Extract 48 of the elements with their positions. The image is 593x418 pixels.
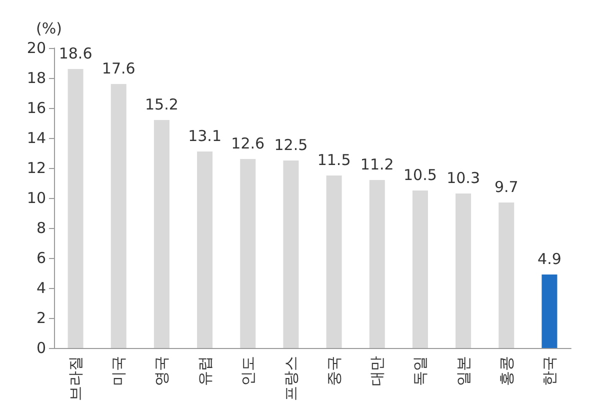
data-label: 11.5 xyxy=(317,151,351,169)
bar xyxy=(412,190,428,348)
bar xyxy=(154,120,170,348)
y-tick-label: 20 xyxy=(26,39,46,57)
data-label: 17.6 xyxy=(102,60,136,78)
bar xyxy=(369,180,385,348)
x-tick-label: 영국 xyxy=(152,356,171,386)
bar xyxy=(68,69,84,348)
bar xyxy=(498,202,514,348)
bar xyxy=(542,274,558,348)
data-label: 10.3 xyxy=(446,169,480,187)
y-tick-label: 2 xyxy=(36,309,46,327)
y-tick-label: 14 xyxy=(26,129,46,147)
x-tick-label: 일본 xyxy=(454,356,472,386)
data-label: 11.2 xyxy=(360,156,394,174)
data-label: 12.5 xyxy=(274,136,308,154)
bar xyxy=(240,159,256,348)
y-tick-label: 4 xyxy=(36,279,46,297)
data-label: 10.5 xyxy=(404,166,437,184)
y-axis-title: (%) xyxy=(36,20,62,38)
y-tick-label: 18 xyxy=(26,69,46,87)
x-tick-label: 독일 xyxy=(411,356,430,386)
bar xyxy=(456,194,472,348)
y-tick-label: 16 xyxy=(26,99,46,117)
data-label: 15.2 xyxy=(145,96,178,114)
y-tick-label: 6 xyxy=(36,249,46,267)
x-tick-label: 미국 xyxy=(110,356,128,386)
y-tick-label: 0 xyxy=(36,339,46,357)
data-label: 13.1 xyxy=(188,127,222,145)
bar xyxy=(326,176,342,348)
bar xyxy=(110,84,126,348)
x-tick-label: 프랑스 xyxy=(282,356,300,401)
bar xyxy=(283,160,299,348)
x-tick-label: 한국 xyxy=(540,356,558,386)
y-tick-label: 8 xyxy=(36,219,46,237)
x-tick-label: 홍콩 xyxy=(497,356,516,386)
x-tick-label: 대만 xyxy=(368,356,386,386)
y-tick-label: 12 xyxy=(26,159,46,177)
data-label: 9.7 xyxy=(494,178,518,196)
data-label: 12.6 xyxy=(231,134,265,152)
y-tick-label: 10 xyxy=(26,189,46,207)
x-tick-label: 브라질 xyxy=(66,356,85,401)
bar xyxy=(197,152,213,348)
x-tick-label: 중국 xyxy=(325,356,344,386)
data-label: 4.9 xyxy=(538,250,562,268)
data-label: 18.6 xyxy=(58,44,92,62)
x-tick-label: 유럽 xyxy=(196,356,214,386)
x-tick-label: 인도 xyxy=(238,356,257,386)
